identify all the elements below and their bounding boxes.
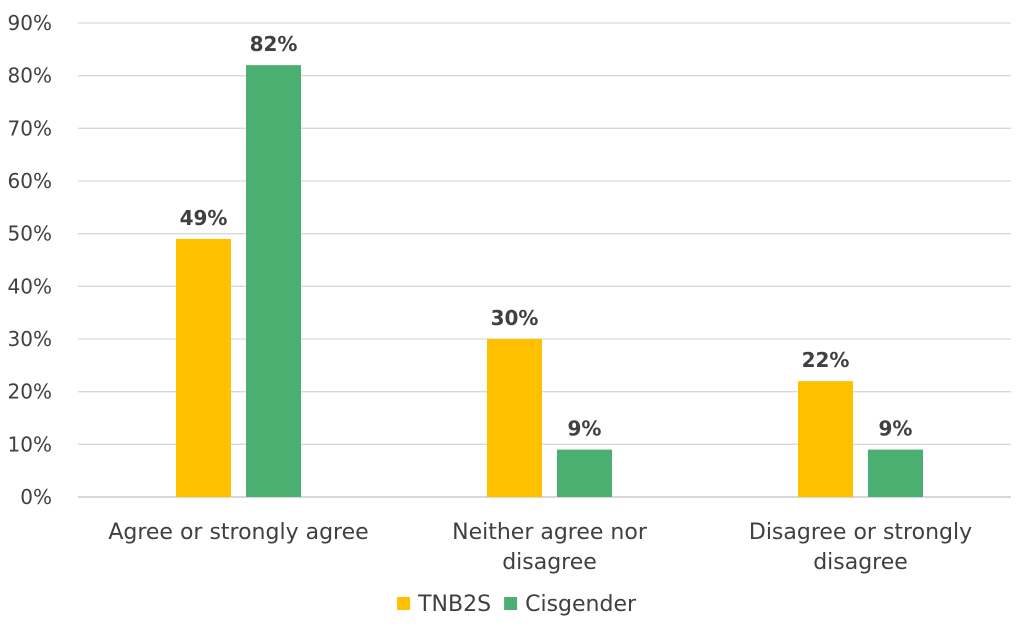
y-tick-label: 20% xyxy=(8,380,52,404)
category-label: Neither agree nor xyxy=(452,520,648,545)
y-tick-label: 70% xyxy=(8,116,52,140)
legend-swatch-tnb2s xyxy=(397,597,411,610)
category-label: Agree or strongly agree xyxy=(108,520,368,545)
y-tick-label: 30% xyxy=(8,327,52,351)
y-tick-label: 0% xyxy=(20,485,52,509)
bar-cisgender-2 xyxy=(557,449,612,497)
y-axis-ticks: 0% 10% 20% 30% 40% 50% 60% 70% 80% 90% xyxy=(8,11,52,509)
data-label: 22% xyxy=(802,348,850,372)
y-tick-label: 60% xyxy=(8,169,52,193)
y-tick-label: 10% xyxy=(8,432,52,456)
legend-swatch-cisgender xyxy=(504,597,518,610)
data-label: 9% xyxy=(879,417,913,441)
y-tick-label: 40% xyxy=(8,274,52,298)
y-tick-label: 90% xyxy=(8,11,52,35)
legend-label: Cisgender xyxy=(525,592,637,617)
bars xyxy=(176,65,923,497)
data-labels: 49% 82% 30% 9% 22% 9% xyxy=(180,32,913,440)
legend: TNB2S Cisgender xyxy=(397,592,637,617)
category-label: disagree xyxy=(502,550,597,575)
bar-tnb2s-1 xyxy=(176,238,231,497)
bar-tnb2s-2 xyxy=(487,339,542,497)
x-axis-categories: Agree or strongly agree Neither agree nor… xyxy=(108,520,972,575)
y-tick-label: 50% xyxy=(8,222,52,246)
data-label: 30% xyxy=(491,306,539,330)
bar-tnb2s-3 xyxy=(798,381,853,497)
category-label: Disagree or strongly xyxy=(749,520,972,545)
data-label: 9% xyxy=(568,417,602,441)
y-tick-label: 80% xyxy=(8,64,52,88)
bar-cisgender-1 xyxy=(246,65,301,497)
bar-cisgender-3 xyxy=(868,449,923,497)
legend-label: TNB2S xyxy=(417,592,491,617)
data-label: 82% xyxy=(250,32,298,56)
gridlines xyxy=(78,22,1011,498)
category-label: disagree xyxy=(813,550,908,575)
data-label: 49% xyxy=(180,206,228,230)
